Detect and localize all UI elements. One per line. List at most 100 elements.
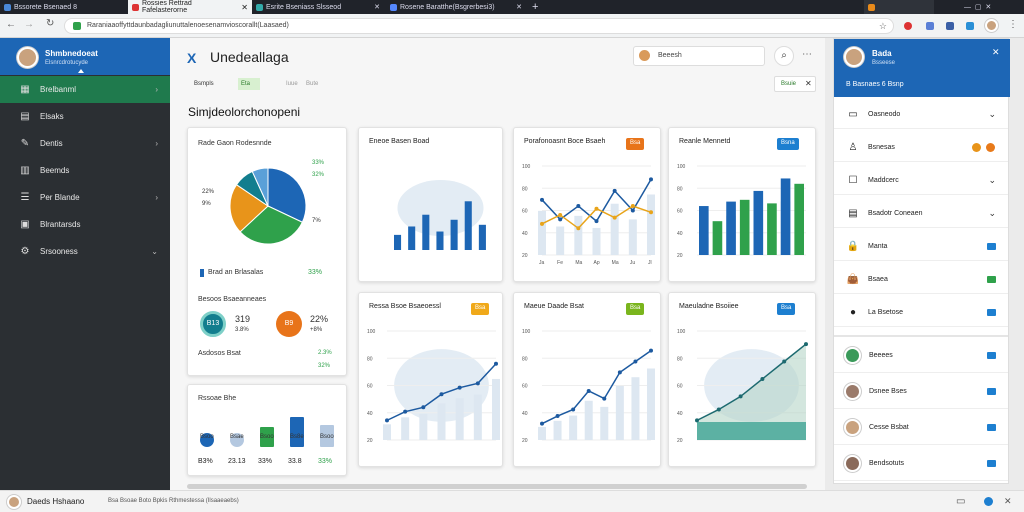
search-icon[interactable]: ⌕ [774, 46, 794, 66]
sidebar: Shmbnedoeat Elsnrcdrotucyde ▦ Brelbanml › … [0, 38, 170, 490]
right-panel-item[interactable]: ▭ Oasneodo ⌄ [834, 101, 1008, 129]
chart-svg: 100 80 60 40 20 [522, 329, 655, 444]
divider [834, 335, 1008, 337]
sidebar-item-dashboard[interactable]: ▦ Brelbanml › [0, 76, 170, 103]
y-tick-label: 80 [677, 186, 683, 192]
sidebar-item-per-blande[interactable]: ☰ Per Blande › [0, 184, 170, 211]
close-icon[interactable]: ✕ [992, 47, 1000, 57]
main-content: X Unedeallaga Beeesh ⌕ ⋯ Bsmpls Eta Iuue… [170, 38, 825, 490]
status-dots[interactable] [972, 142, 996, 153]
extension-icon[interactable] [966, 22, 974, 30]
avatar [844, 419, 861, 436]
item-label: Manta [868, 243, 888, 250]
browser-tab[interactable]: Bssorete Bsenaed 8 [0, 0, 128, 14]
checkbox-icon[interactable] [987, 276, 996, 283]
y-tick-label: 60 [677, 209, 683, 215]
data-point [602, 396, 607, 401]
window-controls[interactable]: — ▢ ✕ [964, 4, 992, 11]
close-tab-icon[interactable]: ✕ [516, 4, 522, 11]
reload-icon[interactable]: ↻ [46, 18, 55, 29]
subtab[interactable]: Bsmpls [194, 81, 214, 87]
avatar[interactable] [844, 47, 864, 67]
back-icon[interactable]: ← [6, 19, 16, 30]
extension-icon[interactable] [926, 22, 934, 30]
close-tab-icon[interactable]: ✕ [241, 2, 248, 12]
subtab-active[interactable]: Eta [238, 78, 260, 90]
pie-label: 7% [312, 218, 321, 224]
bar-mark [320, 425, 334, 447]
search-input[interactable]: Beeesh [633, 46, 765, 66]
bar-mark [290, 417, 304, 447]
right-panel-item[interactable]: ▤ Bsadotr Coneaen ⌄ [834, 200, 1008, 228]
bar-mark [260, 427, 274, 447]
right-panel-item[interactable]: ● La Bsetose [834, 299, 1008, 327]
checkbox-icon[interactable] [987, 460, 996, 467]
sidebar-profile[interactable]: Shmbnedoeat Elsnrcdrotucyde [0, 38, 170, 75]
close-icon[interactable]: ✕ [805, 79, 812, 88]
pen-icon: ✎ [20, 138, 30, 149]
card-badge[interactable]: Bsa [471, 303, 490, 315]
star-icon[interactable]: ☆ [878, 21, 887, 31]
sidebar-item-edits[interactable]: ✎ Dentis › [0, 130, 170, 157]
card-badge[interactable]: Bsa [626, 303, 645, 315]
bar [450, 219, 458, 250]
card-badge[interactable]: Bsna [777, 138, 799, 150]
extension-icon[interactable] [904, 22, 912, 30]
checkbox-icon[interactable] [987, 388, 996, 395]
user-row[interactable]: Beeees [834, 339, 1008, 373]
checkbox-icon[interactable] [987, 424, 996, 431]
sidebar-item-boards[interactable]: ▥ Beemds [0, 157, 170, 184]
browser-tab[interactable] [864, 0, 934, 14]
checkbox-icon[interactable] [987, 352, 996, 359]
more-dots-icon[interactable]: ⋯ [802, 49, 812, 60]
bar-backdrop [473, 394, 482, 440]
sidebar-item-settings[interactable]: ⚙ Srsooness ⌄ [0, 238, 170, 265]
close-icon[interactable]: ✕ [1004, 496, 1012, 506]
extension-icon[interactable] [946, 22, 954, 30]
checkbox-icon[interactable] [987, 309, 996, 316]
bar-backdrop [437, 403, 446, 440]
chevron-down-icon[interactable]: ⌄ [988, 175, 996, 185]
minimize-icon[interactable]: ▭ [956, 496, 966, 507]
chevron-down-icon[interactable]: ⌄ [988, 208, 996, 218]
subtab[interactable]: Bute [306, 81, 319, 87]
sidebar-item-books[interactable]: ▤ Elsaks [0, 103, 170, 130]
y-tick-label: 100 [677, 329, 686, 335]
right-panel-item[interactable]: ♙ Bsnesas [834, 134, 1008, 162]
new-tab-icon[interactable]: + [532, 1, 539, 13]
filter-button[interactable]: Bsuie ✕ [774, 76, 816, 92]
user-row[interactable]: Bendsotuts [834, 447, 1008, 481]
right-panel-item[interactable]: ☐ Maddcerc ⌄ [834, 167, 1008, 195]
caret-icon [78, 69, 84, 73]
y-tick-label: 20 [522, 438, 528, 444]
close-tab-icon[interactable]: ✕ [374, 4, 380, 11]
chevron-down-icon[interactable]: ⌄ [988, 109, 996, 119]
bar-backdrop [455, 398, 464, 440]
legend-swatch [200, 269, 204, 277]
forward-icon[interactable]: → [24, 19, 34, 30]
sidebar-item-boards-2[interactable]: ▣ Blrantarsds [0, 211, 170, 238]
right-panel-item[interactable]: 🔒 Manta [834, 233, 1008, 261]
url-field[interactable]: Raraniaaoffyttdaunbadagliunuttalenoesena… [64, 18, 894, 34]
subtab[interactable]: Iuue [286, 81, 298, 87]
user-row[interactable]: Cesse Bsbat [834, 411, 1008, 445]
kpi-circle: B9 [276, 311, 302, 337]
card-badge[interactable]: Bsa [777, 303, 796, 315]
bar-backdrop [553, 420, 562, 440]
pie-slice [251, 167, 269, 207]
chart-svg: 100 80 60 40 20 Ja Fe Ma Ap Ma Ju Jl [522, 164, 655, 266]
menu-dots-icon[interactable]: ⋮ [1008, 19, 1018, 30]
horizontal-scrollbar[interactable] [187, 484, 807, 489]
kpi-pct: 3.8% [235, 327, 249, 333]
browser-tab[interactable]: Esrite Bseniass Slsseod ✕ [252, 0, 384, 14]
card-badge[interactable]: Bsa [626, 138, 645, 150]
browser-tab-active[interactable]: Rossies Rettrad Fafelasterorne ✕ [128, 0, 252, 14]
bar-pct: B3% [198, 458, 213, 465]
user-row[interactable]: Dsnee Bses [834, 375, 1008, 409]
y-tick-label: 20 [522, 253, 528, 259]
browser-avatar[interactable] [985, 19, 998, 32]
avatar [844, 347, 861, 364]
right-panel-item[interactable]: 👜 Bsaea [834, 266, 1008, 294]
browser-tab[interactable]: Rosene Baratthe(Bsgrerbesi3) ✕ [386, 0, 526, 14]
checkbox-icon[interactable] [987, 243, 996, 250]
